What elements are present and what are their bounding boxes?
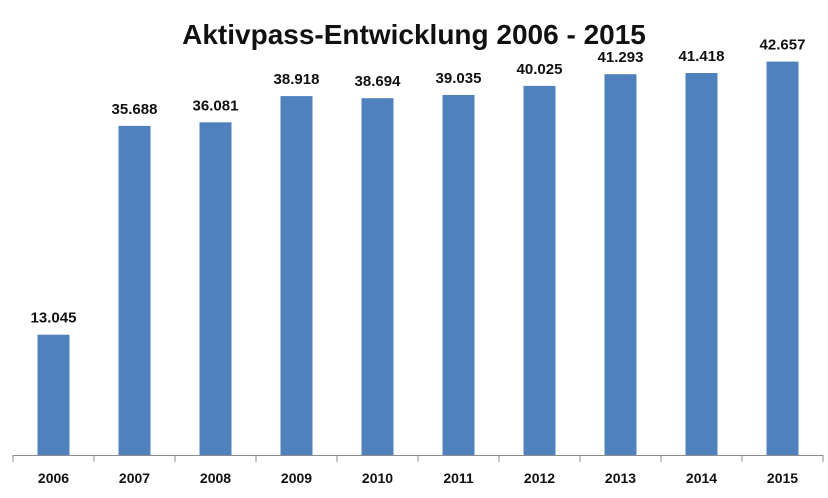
chart-title: Aktivpass-Entwicklung 2006 - 2015 — [182, 19, 646, 50]
bar-2013 — [604, 74, 637, 455]
data-label-2008: 36.081 — [193, 97, 239, 114]
data-label-2009: 38.918 — [274, 71, 320, 88]
x-tick-label-2008: 2008 — [200, 470, 231, 486]
data-label-2010: 38.694 — [355, 73, 402, 90]
bar-2010 — [361, 98, 394, 455]
bar-2015 — [766, 61, 799, 455]
data-label-2013: 41.293 — [598, 49, 644, 66]
x-tick-label-2015: 2015 — [767, 470, 798, 486]
data-label-2006: 13.045 — [31, 310, 77, 327]
x-tick-labels: 2006 2007 2008 2009 2010 2011 2012 2013 2014 2015 — [38, 470, 798, 486]
x-tick-label-2010: 2010 — [362, 470, 393, 486]
x-tick-label-2006: 2006 — [38, 470, 69, 486]
data-label-2007: 35.688 — [112, 101, 158, 118]
bar-2011 — [442, 95, 475, 455]
bar-2012 — [523, 85, 556, 456]
x-tick-label-2011: 2011 — [443, 470, 474, 486]
x-tick-label-2009: 2009 — [281, 470, 312, 486]
data-label-2014: 41.418 — [679, 48, 725, 65]
x-tick-label-2012: 2012 — [524, 470, 555, 486]
data-label-2012: 40.025 — [517, 61, 563, 78]
x-tick-label-2007: 2007 — [119, 470, 150, 486]
value-labels-group: 13.045 35.688 36.081 38.918 38.694 39.035 40.0… — [31, 37, 806, 327]
bars-group — [37, 61, 799, 456]
bar-2008 — [199, 122, 232, 456]
bar-2009 — [280, 96, 313, 455]
x-tick-label-2014: 2014 — [686, 470, 717, 486]
x-axis — [12, 455, 824, 462]
bar-2014 — [685, 73, 718, 455]
data-label-2015: 42.657 — [760, 37, 806, 54]
bar-2006 — [37, 334, 70, 455]
data-label-2011: 39.035 — [436, 70, 482, 87]
x-tick-label-2013: 2013 — [605, 470, 636, 486]
bar-2007 — [118, 125, 151, 456]
